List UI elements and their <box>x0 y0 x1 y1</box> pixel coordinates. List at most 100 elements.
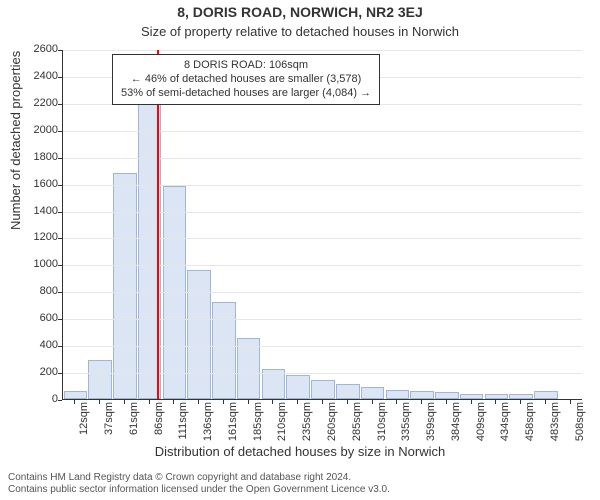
histogram-bar <box>113 173 137 399</box>
grid-line <box>63 212 582 213</box>
x-tick-label: 335sqm <box>400 402 412 441</box>
x-tick-mark <box>99 400 100 404</box>
y-tick-label: 1800 <box>22 151 58 163</box>
annotation-line: 53% of semi-detached houses are larger (… <box>121 87 371 101</box>
x-tick-label: 458sqm <box>524 402 536 441</box>
y-tick-mark <box>58 265 62 266</box>
histogram-bar <box>88 360 112 399</box>
x-tick-mark <box>272 400 273 404</box>
y-tick-label: 200 <box>22 366 58 378</box>
histogram-bar <box>435 392 459 399</box>
x-tick-mark <box>149 400 150 404</box>
grid-line <box>63 373 582 374</box>
x-tick-mark <box>446 400 447 404</box>
grid-line <box>63 185 582 186</box>
annotation-box: 8 DORIS ROAD: 106sqm← 46% of detached ho… <box>112 54 380 105</box>
x-tick-mark <box>124 400 125 404</box>
histogram-bar <box>460 394 484 399</box>
x-tick-label: 260sqm <box>326 402 338 441</box>
x-tick-label: 210sqm <box>276 402 288 441</box>
x-tick-mark <box>570 400 571 404</box>
x-tick-mark <box>173 400 174 404</box>
y-tick-mark <box>58 50 62 51</box>
x-tick-mark <box>396 400 397 404</box>
histogram-bar <box>485 394 509 399</box>
x-tick-mark <box>495 400 496 404</box>
y-tick-mark <box>58 292 62 293</box>
chart-container: 8, DORIS ROAD, NORWICH, NR2 3EJ Size of … <box>0 0 600 500</box>
x-tick-mark <box>545 400 546 404</box>
x-tick-mark <box>471 400 472 404</box>
x-tick-mark <box>421 400 422 404</box>
y-tick-mark <box>58 400 62 401</box>
x-tick-label: 136sqm <box>202 402 214 441</box>
histogram-bar <box>336 384 360 399</box>
x-tick-mark <box>223 400 224 404</box>
x-tick-mark <box>347 400 348 404</box>
y-tick-label: 1200 <box>22 231 58 243</box>
annotation-line: 8 DORIS ROAD: 106sqm <box>121 59 371 73</box>
histogram-bar <box>361 387 385 399</box>
y-tick-mark <box>58 158 62 159</box>
y-tick-mark <box>58 104 62 105</box>
annotation-line: ← 46% of detached houses are smaller (3,… <box>121 73 371 87</box>
grid-line <box>63 292 582 293</box>
y-tick-label: 2400 <box>22 70 58 82</box>
y-tick-label: 1600 <box>22 178 58 190</box>
x-tick-mark <box>74 400 75 404</box>
x-tick-label: 384sqm <box>450 402 462 441</box>
y-tick-mark <box>58 346 62 347</box>
x-tick-label: 508sqm <box>574 402 586 441</box>
x-tick-label: 61sqm <box>128 402 140 435</box>
y-tick-label: 600 <box>22 312 58 324</box>
x-tick-label: 111sqm <box>177 402 189 440</box>
x-tick-label: 285sqm <box>351 402 363 441</box>
histogram-bar <box>237 338 261 399</box>
y-tick-label: 400 <box>22 339 58 351</box>
histogram-bar <box>509 394 533 399</box>
y-tick-label: 800 <box>22 285 58 297</box>
x-tick-label: 12sqm <box>78 402 90 435</box>
grid-line <box>63 131 582 132</box>
y-tick-label: 2600 <box>22 43 58 55</box>
histogram-bar <box>64 391 88 399</box>
grid-line <box>63 265 582 266</box>
histogram-bar <box>410 391 434 399</box>
footer-line-2: Contains public sector information licen… <box>8 484 390 496</box>
histogram-bar <box>212 302 236 399</box>
grid-line <box>63 346 582 347</box>
y-tick-label: 2200 <box>22 97 58 109</box>
x-tick-label: 409sqm <box>475 402 487 441</box>
histogram-bar <box>187 270 211 399</box>
x-tick-mark <box>372 400 373 404</box>
y-tick-mark <box>58 131 62 132</box>
grid-line <box>63 319 582 320</box>
grid-line <box>63 238 582 239</box>
y-tick-mark <box>58 373 62 374</box>
y-axis-label: Number of detached properties <box>8 51 23 230</box>
footer-line-1: Contains HM Land Registry data © Crown c… <box>8 472 390 484</box>
y-tick-mark <box>58 238 62 239</box>
y-tick-label: 1000 <box>22 258 58 270</box>
histogram-bar <box>286 375 310 399</box>
grid-line <box>63 50 582 51</box>
y-tick-mark <box>58 319 62 320</box>
chart-subtitle: Size of property relative to detached ho… <box>0 24 600 39</box>
x-tick-label: 434sqm <box>499 402 511 441</box>
y-tick-label: 1400 <box>22 205 58 217</box>
histogram-bar <box>311 380 335 399</box>
x-axis-label: Distribution of detached houses by size … <box>0 444 600 459</box>
grid-line <box>63 158 582 159</box>
attribution-footer: Contains HM Land Registry data © Crown c… <box>8 472 390 496</box>
x-tick-label: 359sqm <box>425 402 437 441</box>
x-tick-mark <box>297 400 298 404</box>
x-tick-mark <box>198 400 199 404</box>
x-tick-label: 86sqm <box>153 402 165 435</box>
histogram-bar <box>386 390 410 399</box>
y-tick-mark <box>58 212 62 213</box>
x-tick-label: 161sqm <box>227 402 239 441</box>
y-tick-label: 0 <box>22 393 58 405</box>
y-tick-mark <box>58 185 62 186</box>
x-tick-mark <box>248 400 249 404</box>
x-tick-label: 235sqm <box>301 402 313 441</box>
